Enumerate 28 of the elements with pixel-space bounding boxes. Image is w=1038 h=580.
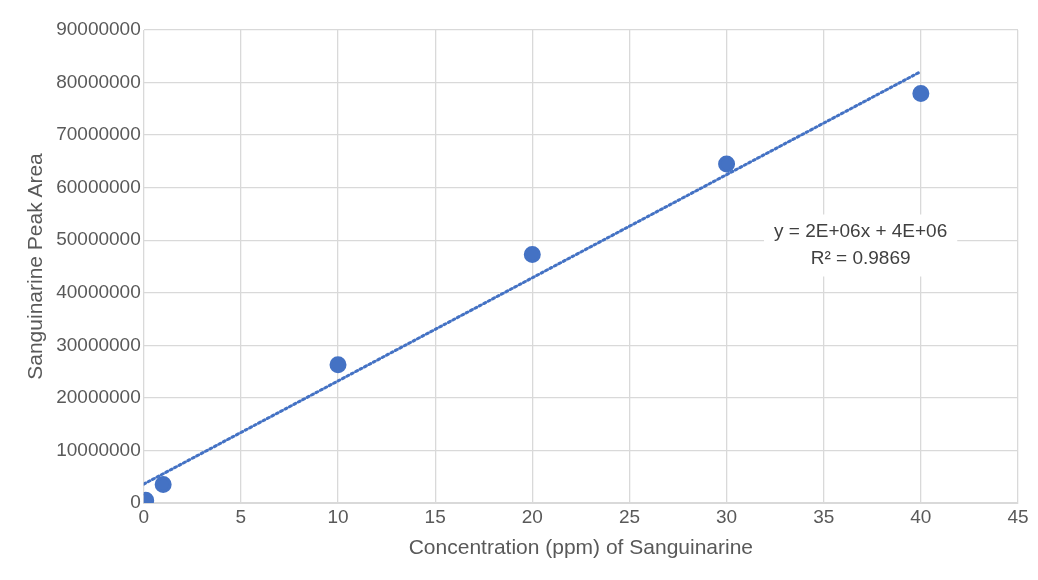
x-tick-label: 10 (327, 505, 349, 527)
y-tick-label: 10000000 (56, 438, 141, 460)
y-tick-label: 20000000 (56, 386, 141, 408)
y-tick-label: 90000000 (56, 18, 141, 40)
point (154, 476, 172, 494)
x-tick-label: 30 (716, 505, 738, 527)
x-tick-label: 40 (910, 505, 932, 527)
point (329, 356, 347, 374)
point (523, 245, 541, 263)
y-tick-label: 40000000 (56, 281, 141, 303)
x-tick-label: 5 (235, 505, 247, 527)
x-tick-label: 20 (521, 505, 543, 527)
point (912, 85, 930, 103)
y-tick-label: 60000000 (56, 175, 141, 197)
annotation: R² = 0.9869 (810, 246, 911, 268)
x-axis-title: Concentration (ppm) of Sanguinarine (408, 535, 754, 559)
x-tick-label: 45 (1007, 505, 1029, 527)
x-tick-label: 35 (813, 505, 835, 527)
y-tick-label: 50000000 (56, 228, 141, 250)
y-tick-label: 30000000 (56, 333, 141, 355)
y-tick-label: 80000000 (56, 70, 141, 92)
x-tick-label: 25 (618, 505, 641, 527)
y-axis-title: Sanguinarine Peak Area (23, 152, 47, 380)
point (718, 155, 736, 173)
y-tick-label: 70000000 (56, 123, 141, 145)
annotation: y = 2E+06x + 4E+06 (774, 219, 948, 241)
x-tick-label: 15 (424, 505, 446, 527)
y-tick-label: 0 (130, 491, 141, 513)
